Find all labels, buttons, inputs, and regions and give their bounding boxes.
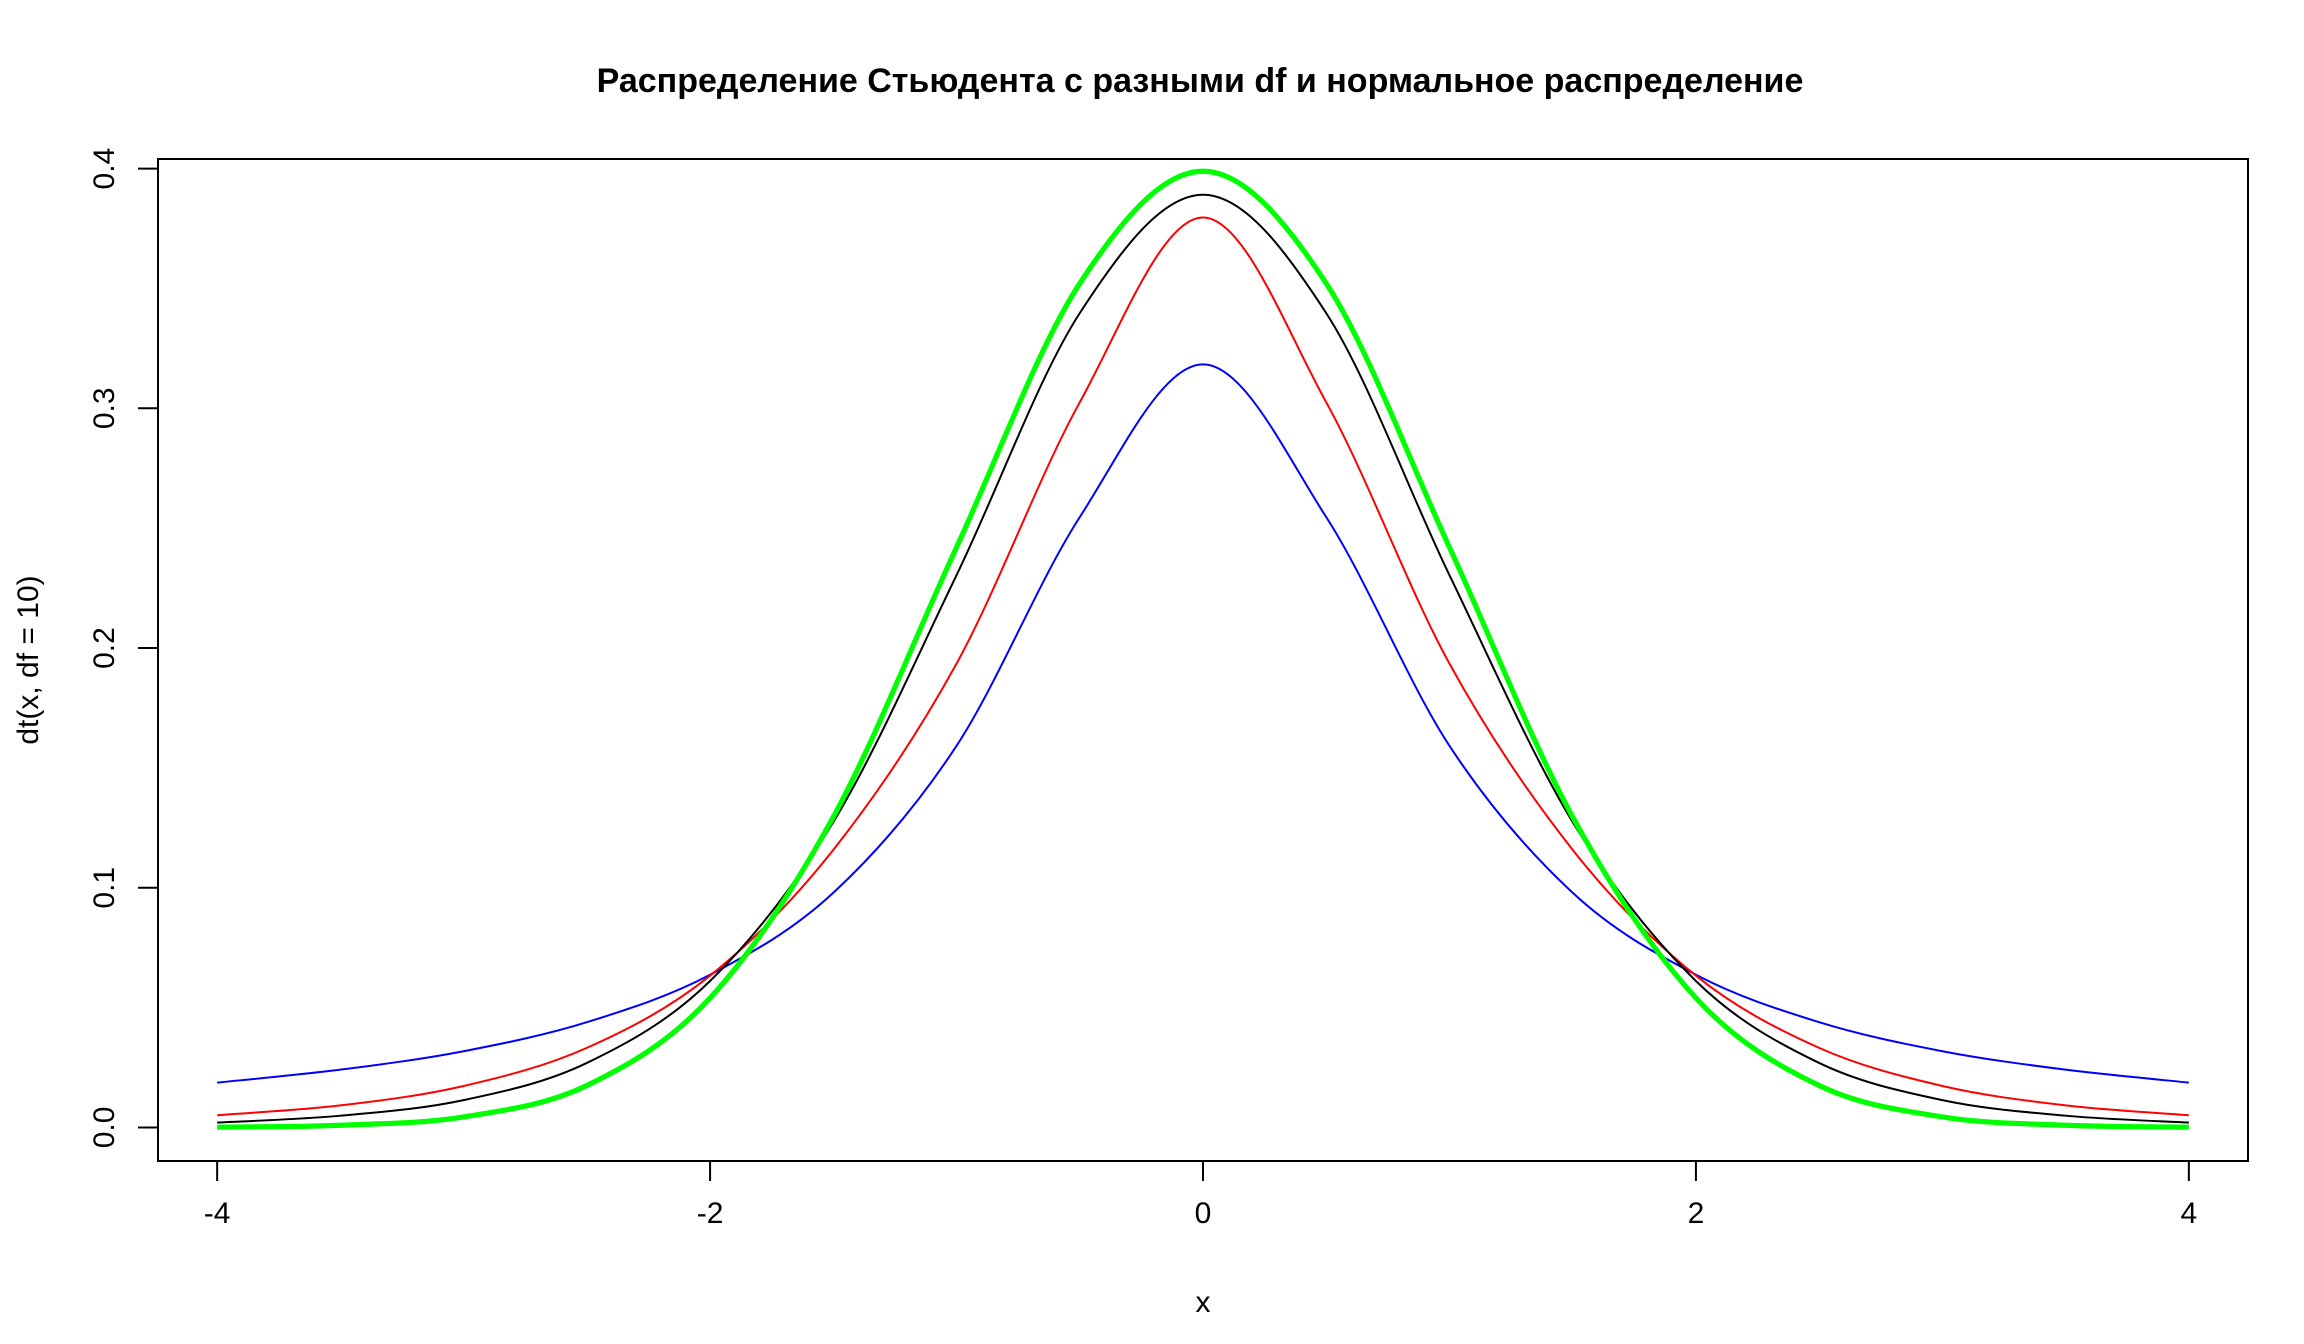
x-tick-label: -2 (697, 1197, 724, 1230)
x-axis: -4 -2 0 2 4 (204, 1160, 2198, 1230)
series-line-3 (217, 193, 2189, 1124)
series-line-1 (217, 363, 2189, 1084)
x-tick-label: -4 (204, 1197, 231, 1230)
x-axis-label: x (1196, 1286, 1211, 1319)
series-line-4 (217, 168, 2189, 1130)
x-tick-label: 4 (2181, 1197, 2198, 1230)
y-axis-label: dt(x, df = 10) (12, 575, 45, 744)
x-tick-label: 0 (1195, 1197, 1212, 1230)
y-axis: 0.0 0.1 0.2 0.3 0.4 (88, 148, 159, 1149)
y-tick-label: 0.3 (88, 387, 121, 429)
y-tick-label: 0.4 (88, 148, 121, 190)
plot-box (157, 158, 2249, 1162)
y-tick-label: 0.2 (88, 627, 121, 669)
series-group (217, 168, 2189, 1130)
x-tick-label: 2 (1688, 1197, 1705, 1230)
chart-title: Распределение Стьюдента с разными df и н… (597, 62, 1804, 100)
y-tick-label: 0.0 (88, 1107, 121, 1149)
series-line-2 (217, 216, 2189, 1117)
y-tick-label: 0.1 (88, 867, 121, 909)
